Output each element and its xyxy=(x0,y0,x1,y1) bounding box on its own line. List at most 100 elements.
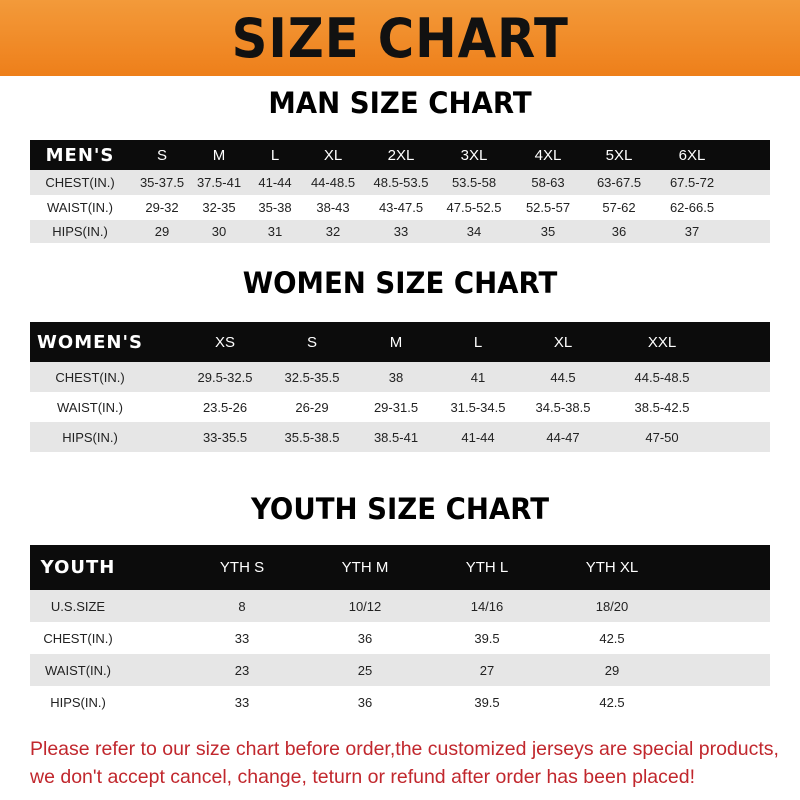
banner-title: SIZE CHART xyxy=(231,6,569,70)
table-row: WAIST(IN.) 23.5-26 26-29 29-31.5 31.5-34.5 34… xyxy=(30,392,770,422)
measurement-cell: 39.5 xyxy=(474,630,500,646)
table-row: U.S.SIZE 8 10/12 14/16 18/20 xyxy=(30,590,770,622)
measurement-cell: 38.5-42.5 xyxy=(634,399,690,415)
measurement-cell: 36 xyxy=(357,694,373,710)
measurement-cell: 29-32 xyxy=(145,200,179,215)
measurement-cell: 63-67.5 xyxy=(596,175,642,190)
measurement-cell: 25 xyxy=(357,662,373,678)
table-title-cell: YOUTH xyxy=(40,557,116,578)
measurement-cell: 35 xyxy=(540,224,556,239)
measurement-cell: 39.5 xyxy=(474,694,500,710)
measurement-cell: 67.5-72 xyxy=(669,175,715,190)
table-row: WAIST(IN.) 29-32 32-35 35-38 38-43 43-47.5 47.… xyxy=(30,195,770,220)
row-label: U.S.SIZE xyxy=(50,598,106,614)
table-title-cell: MEN'S xyxy=(45,144,115,166)
measurement-cell: 34 xyxy=(466,224,482,239)
men-chart-title: MAN SIZE CHART xyxy=(268,86,532,120)
measurement-cell: 62-66.5 xyxy=(669,200,715,215)
measurement-cell: 36 xyxy=(357,630,373,646)
size-header: YTH M xyxy=(341,559,389,576)
measurement-cell: 31 xyxy=(267,224,283,239)
women-chart-title: WOMEN SIZE CHART xyxy=(242,266,558,300)
table-row: HIPS(IN.) 29 30 31 32 33 34 35 36 37 xyxy=(30,220,770,243)
size-header: 6XL xyxy=(678,146,706,164)
table-title-cell: WOMEN'S xyxy=(37,331,143,353)
measurement-cell: 33 xyxy=(234,694,250,710)
measurement-cell: 38-43 xyxy=(316,200,350,215)
size-header: S xyxy=(306,333,318,351)
header-row: WOMEN'S XS S M L XL XXL xyxy=(30,322,770,362)
measurement-cell: 32.5-35.5 xyxy=(284,369,340,385)
measurement-cell: 29 xyxy=(154,224,170,239)
row-label: WAIST(IN.) xyxy=(47,200,113,215)
measurement-cell: 58-63 xyxy=(531,175,565,190)
size-header: XL xyxy=(553,333,573,351)
table-row: CHEST(IN.) 35-37.5 37.5-41 41-44 44-48.5 48.5… xyxy=(30,170,770,195)
measurement-cell: 29.5-32.5 xyxy=(197,369,253,385)
row-label: CHEST(IN.) xyxy=(45,175,115,190)
measurement-cell: 18/20 xyxy=(595,598,629,614)
table-row: HIPS(IN.) 33-35.5 35.5-38.5 38.5-41 41-44 44-… xyxy=(30,422,770,452)
measurement-cell: 34.5-38.5 xyxy=(535,399,591,415)
row-label: CHEST(IN.) xyxy=(55,369,125,385)
measurement-cell: 57-62 xyxy=(602,200,636,215)
disclaimer-line-1: Please refer to our size chart before or… xyxy=(30,738,779,760)
women-size-table: WOMEN'S XS S M L XL XXL CHEST(IN.) 29.5-32.5 32.5… xyxy=(30,322,770,452)
measurement-cell: 35.5-38.5 xyxy=(284,429,340,445)
size-header: M xyxy=(212,146,226,164)
table-row: CHEST(IN.) 33 36 39.5 42.5 xyxy=(30,622,770,654)
measurement-cell: 35-38 xyxy=(258,200,292,215)
disclaimer-line-2: we don't accept cancel, change, teturn o… xyxy=(30,766,695,788)
measurement-cell: 33 xyxy=(234,630,250,646)
measurement-cell: 33-35.5 xyxy=(202,429,248,445)
size-header: YTH XL xyxy=(585,559,639,576)
measurement-cell: 42.5 xyxy=(599,630,625,646)
table-row: HIPS(IN.) 33 36 39.5 42.5 xyxy=(30,686,770,718)
measurement-cell: 29 xyxy=(604,662,620,678)
size-header: YTH L xyxy=(465,559,509,576)
measurement-cell: 53.5-58 xyxy=(451,175,497,190)
men-size-table: MEN'S S M L XL 2XL 3XL 4XL 5XL 6XL CHEST(IN.) 35-37… xyxy=(30,140,770,243)
header-row: MEN'S S M L XL 2XL 3XL 4XL 5XL 6XL xyxy=(30,140,770,170)
measurement-cell: 47.5-52.5 xyxy=(446,200,502,215)
measurement-cell: 27 xyxy=(479,662,495,678)
measurement-cell: 14/16 xyxy=(470,598,504,614)
size-header: M xyxy=(389,333,403,351)
row-label: WAIST(IN.) xyxy=(45,662,111,678)
banner: SIZE CHART xyxy=(0,0,800,76)
size-header: 5XL xyxy=(605,146,633,164)
measurement-cell: 32 xyxy=(325,224,341,239)
measurement-cell: 43-47.5 xyxy=(378,200,424,215)
measurement-cell: 52.5-57 xyxy=(525,200,571,215)
measurement-cell: 30 xyxy=(211,224,227,239)
measurement-cell: 32-35 xyxy=(202,200,236,215)
measurement-cell: 23.5-26 xyxy=(202,399,248,415)
measurement-cell: 38.5-41 xyxy=(373,429,419,445)
table-row: WAIST(IN.) 23 25 27 29 xyxy=(30,654,770,686)
size-header: L xyxy=(270,146,280,164)
measurement-cell: 44-48.5 xyxy=(310,175,356,190)
measurement-cell: 10/12 xyxy=(348,598,382,614)
measurement-cell: 44-47 xyxy=(546,429,580,445)
measurement-cell: 36 xyxy=(611,224,627,239)
measurement-cell: 33 xyxy=(393,224,409,239)
row-label: WAIST(IN.) xyxy=(57,399,123,415)
measurement-cell: 23 xyxy=(234,662,250,678)
measurement-cell: 41-44 xyxy=(258,175,292,190)
table-row: CHEST(IN.) 29.5-32.5 32.5-35.5 38 41 44.5 44.5… xyxy=(30,362,770,392)
row-label: CHEST(IN.) xyxy=(43,630,113,646)
measurement-cell: 47-50 xyxy=(645,429,679,445)
measurement-cell: 8 xyxy=(238,598,246,614)
size-header: S xyxy=(156,146,168,164)
size-header: XS xyxy=(214,333,236,351)
youth-chart-title: YOUTH SIZE CHART xyxy=(250,492,550,526)
measurement-cell: 44.5 xyxy=(550,369,576,385)
youth-size-table: YOUTH YTH S YTH M YTH L YTH XL U.S.SIZE 8 10/12… xyxy=(30,545,770,718)
measurement-cell: 29-31.5 xyxy=(373,399,419,415)
measurement-cell: 35-37.5 xyxy=(139,175,185,190)
measurement-cell: 44.5-48.5 xyxy=(634,369,690,385)
disclaimer-note: Please refer to our size chart before or… xyxy=(30,735,790,791)
measurement-cell: 26-29 xyxy=(295,399,329,415)
measurement-cell: 37.5-41 xyxy=(196,175,242,190)
measurement-cell: 41 xyxy=(470,369,486,385)
